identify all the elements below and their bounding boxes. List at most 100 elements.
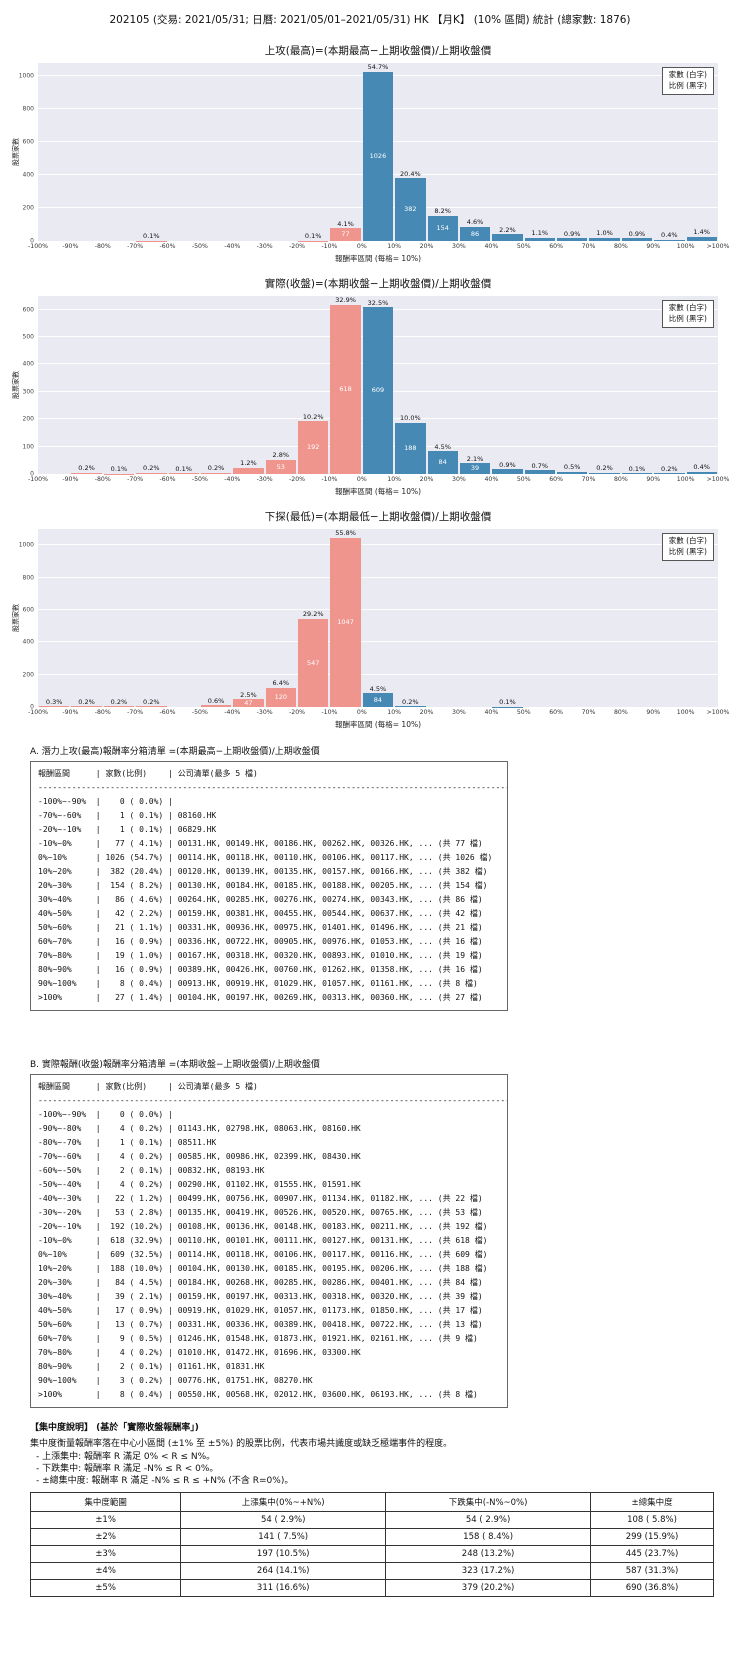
bar-count-label: 188	[404, 444, 417, 453]
y-tick-label: 600	[22, 606, 34, 614]
bar-count-label: 382	[404, 205, 417, 214]
legend-box: 家數 (白字) 比例 (黑字)	[661, 300, 714, 328]
y-tick-label: 200	[22, 415, 34, 423]
histogram-bar: 154	[427, 215, 458, 241]
legend-count-label: 家數 (白字)	[668, 536, 707, 545]
bin-list-row: 20%~30% | 84 ( 4.5%) | 00184.HK, 00268.HK…	[38, 1276, 500, 1290]
bin-range: 60%~70%	[38, 937, 72, 946]
section-b-heading: B. 實際報酬(收盤)報酬率分箱清單 =(本期收盤−上期收盤價)/上期收盤價	[30, 1060, 320, 1070]
bin-count: 39 ( 2.1%)	[115, 1292, 164, 1301]
bin-range: 20%~30%	[38, 881, 72, 890]
bar-percent-label: 1.2%	[240, 459, 257, 468]
histogram-bar	[524, 470, 555, 474]
bin-list-row: 70%~80% | 19 ( 1.0%) | 00167.HK, 00318.HK…	[38, 949, 500, 963]
concentration-table-cell: 587 (31.3%)	[590, 1562, 714, 1581]
x-tick-label: >100%	[706, 476, 730, 483]
bin-count: 84 ( 4.5%)	[115, 1278, 164, 1287]
histogram-bin	[70, 63, 102, 241]
bin-companies: 06829.HK	[177, 825, 217, 834]
page-title: 202105 (交易: 2021/05/31; 日曆: 2021/05/01–2…	[109, 14, 631, 26]
bin-range: -20%~-10%	[38, 825, 82, 834]
bar-count-label: 154	[436, 224, 449, 233]
histogram-bin: 0.1%	[491, 529, 523, 707]
y-axis-label: 股票家數	[12, 604, 20, 632]
y-tick-label: 500	[22, 333, 34, 341]
histogram-bin: 0.5%	[556, 296, 588, 474]
bar-count-label: 86	[470, 229, 480, 238]
bar-percent-label: 4.6%	[466, 218, 484, 227]
x-tick-label: 0%	[356, 476, 367, 483]
x-tick-label: -40%	[224, 709, 241, 716]
bin-companies: 01246.HK, 01548.HK, 01873.HK, 01921.HK, …	[177, 1334, 478, 1343]
histogram-bar: 618	[330, 304, 361, 474]
legend-ratio-label: 比例 (黑字)	[668, 313, 707, 323]
x-tick-label: -50%	[191, 709, 208, 716]
histogram-bin: 32.9% 618	[329, 296, 361, 474]
y-tick-label: 200	[22, 671, 34, 679]
histogram-bin: 0.1%	[168, 296, 200, 474]
bin-list-row: 60%~70% | 16 ( 0.9%) | 00336.HK, 00722.HK…	[38, 935, 500, 949]
bar-percent-label: 4.1%	[337, 219, 354, 228]
histogram-bar	[136, 472, 167, 474]
x-tick-label: 60%	[549, 709, 563, 716]
bin-count: 1 ( 0.1%)	[119, 825, 164, 834]
bin-count: 21 ( 1.1%)	[115, 923, 164, 932]
histogram-bin: 10.2% 192	[297, 296, 329, 474]
bin-range: 10%~20%	[38, 1264, 72, 1273]
bar-percent-label: 2.2%	[499, 225, 516, 234]
bar-percent-label: 32.5%	[367, 298, 389, 307]
histogram-bin: 55.8% 1047	[329, 529, 361, 707]
bar-count-label: 192	[306, 443, 320, 452]
x-tick-label: 40%	[484, 709, 499, 716]
histogram-bin	[524, 529, 556, 707]
bin-range: 40%~50%	[38, 1306, 72, 1315]
concentration-bullets: - 上漲集中: 報酬率 R 滿足 0% < R ≤ N%。 - 下跌集中: 報酬率…	[30, 1451, 728, 1487]
x-tick-label: 50%	[516, 476, 531, 483]
histogram-bar: 86	[459, 226, 491, 241]
bar-percent-label: 29.2%	[302, 610, 324, 618]
histogram-bar	[686, 471, 717, 474]
bin-range: 90%~100%	[38, 1376, 77, 1385]
x-tick-label: -30%	[256, 243, 273, 250]
x-tick-label: -40%	[224, 243, 241, 250]
bin-range: -100%~-90%	[38, 1110, 87, 1119]
x-tick-label: -80%	[94, 243, 111, 250]
histogram-bar	[395, 706, 426, 707]
bar-percent-label: 0.2%	[596, 464, 613, 473]
histogram-bin: 0.2%	[135, 529, 167, 707]
histogram-bin: 1.1%	[524, 63, 556, 241]
bin-list-header-count: 家數(比例)	[105, 769, 148, 778]
histogram-bin: 29.2% 547	[297, 529, 329, 707]
chart-title: 下探(最低)=(本期最低−上期收盤價)/上期收盤價	[264, 511, 492, 523]
bin-companies: 00114.HK, 00118.HK, 00110.HK, 00106.HK, …	[177, 853, 493, 862]
histogram-bin: 0.1%	[135, 63, 167, 241]
bin-range: 80%~90%	[38, 1362, 72, 1371]
concentration-table-cell: 54 ( 2.9%)	[180, 1511, 387, 1530]
histogram-bin	[621, 529, 653, 707]
bin-count: 192 (10.2%)	[110, 1222, 164, 1231]
bar-percent-label: 0.4%	[693, 463, 710, 472]
bar-percent-label: 10.0%	[399, 414, 421, 423]
bin-range: 50%~60%	[38, 923, 72, 932]
concentration-table-cell: 299 (15.9%)	[590, 1528, 714, 1547]
x-tick-label: >100%	[706, 709, 730, 716]
histogram-bin	[265, 63, 297, 241]
bar-percent-label: 2.5%	[240, 690, 257, 699]
histogram-bar: 382	[395, 178, 426, 241]
bar-percent-label: 32.9%	[335, 296, 356, 305]
bar-percent-label: 1.1%	[531, 229, 549, 238]
histogram-bar	[621, 473, 653, 474]
bin-list-row: -60%~-50% | 2 ( 0.1%) | 00832.HK, 08193.H…	[38, 1164, 500, 1178]
bin-range: 0%~10%	[38, 853, 67, 862]
y-tick-label: 300	[22, 388, 34, 396]
bar-count-label: 84	[438, 458, 447, 467]
histogram-bar	[686, 236, 717, 241]
histogram-bar	[589, 472, 620, 474]
x-tick-label: -70%	[127, 709, 144, 716]
bin-count: 154 ( 8.2%)	[110, 881, 164, 890]
bin-list-row: 40%~50% | 42 ( 2.2%) | 00159.HK, 00381.HK…	[38, 907, 500, 921]
x-tick-label: 30%	[452, 709, 466, 716]
x-tick-label: 50%	[516, 709, 531, 716]
bar-count-label: 1047	[337, 618, 354, 627]
x-tick-label: 100%	[676, 476, 695, 483]
